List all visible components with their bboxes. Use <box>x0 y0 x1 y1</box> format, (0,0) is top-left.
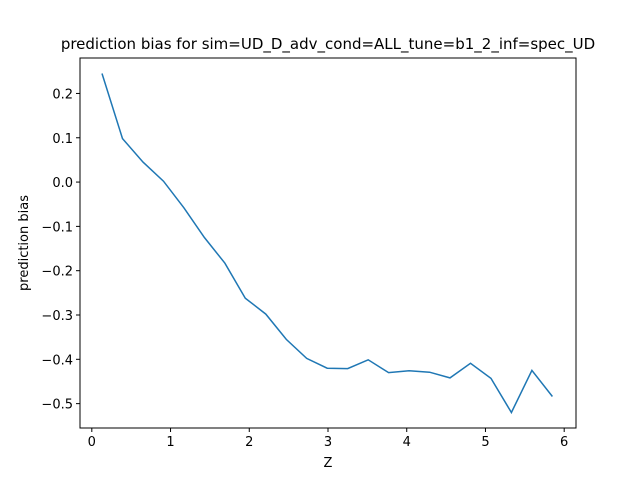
y-tick-label: 0.1 <box>52 132 73 147</box>
x-tick-label: 0 <box>88 435 96 450</box>
x-axis-ticks: 0 1 2 3 4 5 6 <box>88 428 568 450</box>
y-axis-label: prediction bias <box>17 195 32 291</box>
x-tick-label: 5 <box>481 435 489 450</box>
plot-frame <box>79 57 577 429</box>
y-tick-label: −0.4 <box>41 353 73 368</box>
y-axis-ticks: 0.2 0.1 0.0 −0.1 −0.2 −0.3 −0.4 −0.5 <box>41 87 80 413</box>
x-tick-label: 6 <box>560 435 568 450</box>
y-tick-label: −0.3 <box>41 309 73 324</box>
y-tick-label: 0.2 <box>52 87 73 102</box>
y-tick-label: −0.2 <box>41 265 73 280</box>
plot-area <box>80 58 576 428</box>
x-tick-label: 2 <box>245 435 253 450</box>
series-line <box>101 73 553 415</box>
x-tick-label: 1 <box>166 435 174 450</box>
y-tick-label: 0.0 <box>52 176 73 191</box>
chart-title: prediction bias for sim=UD_D_adv_cond=AL… <box>61 35 595 54</box>
y-tick-label: −0.1 <box>41 220 73 235</box>
x-tick-label: 3 <box>324 435 332 450</box>
x-axis-label: Z <box>324 456 333 471</box>
x-tick-label: 4 <box>403 435 411 450</box>
y-tick-label: −0.5 <box>41 398 73 413</box>
